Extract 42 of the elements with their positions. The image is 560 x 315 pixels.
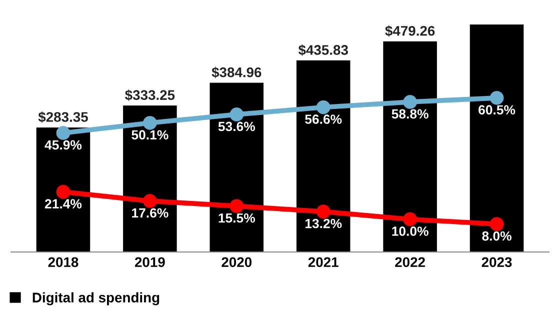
data-label: 60.5% <box>478 105 516 115</box>
point <box>230 108 244 122</box>
data-label: 58.8% <box>392 109 428 119</box>
point <box>490 90 504 105</box>
data-label: 21.4% <box>44 199 82 208</box>
data-label: $384.96 <box>212 66 262 78</box>
data-label: $435.83 <box>298 44 348 56</box>
data-label: 17.6% <box>132 208 168 218</box>
data-label: 45.9% <box>44 140 82 150</box>
point <box>403 212 418 226</box>
x-tick-label: 2020 <box>222 257 252 268</box>
bar <box>470 24 524 252</box>
point <box>403 95 418 109</box>
data-label: 15.5% <box>218 213 256 223</box>
data-label: 56.6% <box>305 114 342 124</box>
legend-label: Digital ad spending <box>32 292 160 306</box>
point <box>142 194 157 208</box>
point <box>142 116 157 130</box>
data-label: $283.35 <box>38 111 88 123</box>
data-label: 8.0% <box>482 231 512 241</box>
point <box>56 184 70 199</box>
data-label: 13.2% <box>305 218 342 228</box>
data-label: 10.0% <box>392 226 428 236</box>
data-label: $333.25 <box>125 90 175 101</box>
bar <box>210 82 264 252</box>
x-tick-label: 2021 <box>308 257 338 268</box>
bar <box>383 41 437 252</box>
point <box>316 100 330 114</box>
point <box>56 126 70 140</box>
x-tick-label: 2018 <box>48 257 78 268</box>
data-label: 53.6% <box>218 122 256 132</box>
x-tick-label: 2023 <box>482 257 512 268</box>
data-label: $479.26 <box>385 25 435 37</box>
point <box>316 204 330 218</box>
bar <box>296 60 350 252</box>
data-label: 50.1% <box>132 130 168 140</box>
x-tick-label: 2019 <box>134 257 165 268</box>
bar <box>123 106 177 252</box>
point <box>490 217 504 231</box>
bar <box>36 127 90 252</box>
point <box>230 199 244 213</box>
x-tick-label: 2022 <box>395 257 425 268</box>
